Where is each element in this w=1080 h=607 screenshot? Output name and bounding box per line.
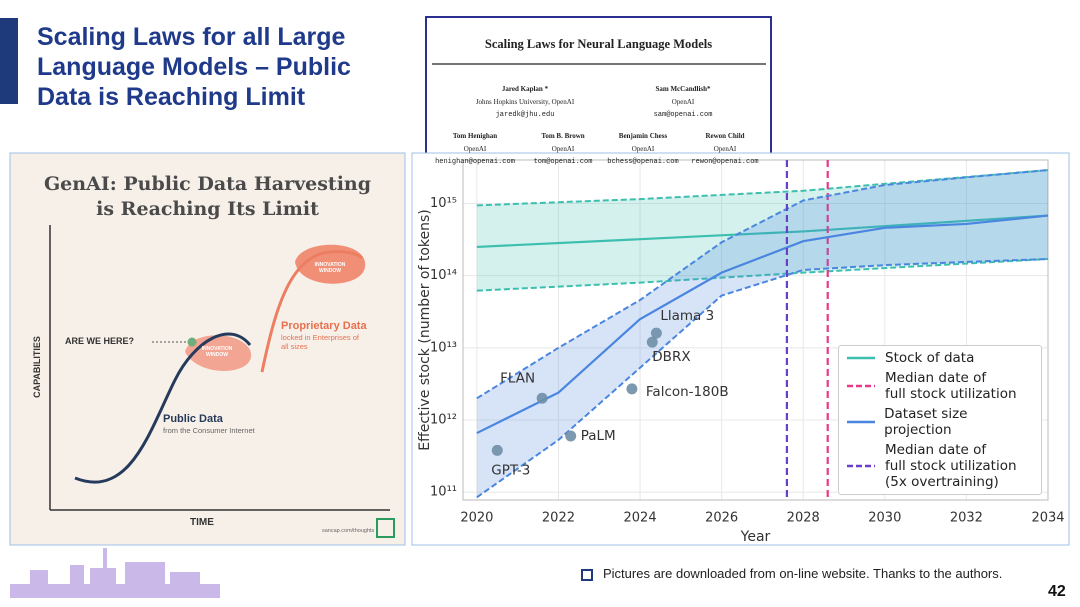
data-point xyxy=(646,336,658,348)
legend-swatch xyxy=(847,356,875,360)
band-fill xyxy=(476,170,1048,291)
author-email: jaredk@jhu.edu xyxy=(495,111,555,119)
point-label: GPT-3 xyxy=(491,462,530,478)
page-number: 42 xyxy=(1048,583,1066,600)
blob xyxy=(295,244,366,284)
author: Tom B. Brown OpenAI tom@openai.com xyxy=(493,130,633,169)
data-point xyxy=(565,430,577,442)
accent-bar xyxy=(0,18,18,104)
data-point xyxy=(650,327,662,339)
legend-swatch xyxy=(847,420,875,424)
public-title: Public Data xyxy=(163,413,223,425)
point-label: DBRX xyxy=(652,349,690,365)
author-name: Tom Henighan xyxy=(452,132,498,140)
band-edge xyxy=(476,258,1049,499)
question: ARE WE HERE? xyxy=(65,336,135,346)
legend-entry: Dataset size projection xyxy=(845,406,1035,438)
infographic-title: GenAI: Public Data Harvesting is Reachin… xyxy=(43,173,372,220)
author: Rewon Child OpenAI rewon@openai.com xyxy=(655,130,795,169)
paper-title: Scaling Laws for Neural Language Models xyxy=(484,37,713,51)
author-email: henighan@openai.com xyxy=(435,158,515,166)
author-affiliation: Johns Hopkins University, OpenAI xyxy=(475,98,575,106)
author-affiliation: OpenAI xyxy=(463,145,487,153)
legend-label: Median date of full stock utilization (5… xyxy=(885,442,1017,490)
author: Jared Kaplan * Johns Hopkins University, … xyxy=(455,83,595,122)
window-label: INNOVATION WINDOW xyxy=(201,346,233,358)
proprietary-subtitle: locked in Enterprises of all sizes xyxy=(281,333,359,351)
x-tick-label: 2024 xyxy=(624,511,657,526)
author-affiliation: OpenAI xyxy=(713,145,737,153)
skyline xyxy=(10,548,220,598)
data-point xyxy=(626,383,638,395)
x-tick-label: 2020 xyxy=(460,511,493,526)
author: Tom Henighan OpenAI henighan@openai.com xyxy=(405,130,545,169)
legend-label: Stock of data xyxy=(885,350,975,366)
legend-entry: Median date of full stock utilization xyxy=(845,370,1035,402)
x-tick-label: 2026 xyxy=(705,511,738,526)
author-name: Tom B. Brown xyxy=(541,132,585,140)
author-affiliation: OpenAI xyxy=(671,98,695,106)
series-line xyxy=(476,214,1049,435)
band-edge xyxy=(476,169,1049,400)
point-label: FLAN xyxy=(500,370,535,386)
y-label: CAPABILITIES xyxy=(32,336,42,398)
x-axis-label: Year xyxy=(740,529,771,545)
proprietary-curve xyxy=(260,250,364,373)
point-label: Falcon-180B xyxy=(646,384,729,400)
public-curve xyxy=(74,332,252,484)
legend-swatch xyxy=(847,464,875,468)
y-tick-label: 10¹⁵ xyxy=(430,196,457,211)
data-point xyxy=(491,444,503,456)
legend-swatch xyxy=(847,384,875,388)
data-point xyxy=(536,392,548,404)
author: Benjamin Chess OpenAI bchess@openai.com xyxy=(573,130,713,169)
x-tick-label: 2032 xyxy=(950,511,983,526)
x-tick-label: 2030 xyxy=(868,511,901,526)
series-line xyxy=(476,214,1049,249)
legend-label: Dataset size projection xyxy=(884,406,968,438)
author-email: bchess@openai.com xyxy=(607,158,679,166)
legend: Stock of data Median date of full stock u… xyxy=(838,345,1042,495)
y-tick-label: 10¹⁴ xyxy=(430,268,457,283)
x-tick-label: 2034 xyxy=(1031,511,1064,526)
legend-entry: Stock of data xyxy=(845,350,1035,366)
author-name: Benjamin Chess xyxy=(618,132,668,140)
bullet xyxy=(581,569,593,581)
logo xyxy=(376,518,395,538)
proprietary-title: Proprietary Data xyxy=(281,320,367,332)
x-label: TIME xyxy=(190,517,214,528)
y-axis-label: Effective stock (number of tokens) xyxy=(417,209,433,451)
point-label: Llama 3 xyxy=(660,308,714,324)
band-edge xyxy=(476,258,1049,292)
footnote: Pictures are downloaded from on-line web… xyxy=(603,566,1003,581)
x-tick-label: 2028 xyxy=(787,511,820,526)
author-name: Jared Kaplan * xyxy=(501,85,549,93)
paper-frame xyxy=(425,16,772,169)
author-email: rewon@openai.com xyxy=(691,158,759,166)
author-name: Sam McCandlish* xyxy=(655,85,711,93)
marker xyxy=(187,337,197,347)
author-affiliation: OpenAI xyxy=(551,145,575,153)
author-email: sam@openai.com xyxy=(653,111,713,119)
slide-title: Scaling Laws for all Large Language Mode… xyxy=(37,23,351,111)
x-tick-label: 2022 xyxy=(542,511,575,526)
author-name: Rewon Child xyxy=(705,132,745,140)
point-label: PaLM xyxy=(581,428,616,444)
legend-entry: Median date of full stock utilization (5… xyxy=(845,442,1035,490)
source: sancap.com/thoughts xyxy=(322,528,375,534)
plot-frame xyxy=(462,159,1049,501)
author: Sam McCandlish* OpenAI sam@openai.com xyxy=(613,83,753,122)
window-label: INNOVATION WINDOW xyxy=(314,262,346,274)
legend-label: Median date of full stock utilization xyxy=(885,370,1017,402)
y-tick-label: 10¹¹ xyxy=(430,485,457,500)
public-subtitle: from the Consumer Internet xyxy=(163,426,255,435)
band-edge xyxy=(476,169,1049,207)
y-tick-label: 10¹² xyxy=(430,413,457,428)
author-email: tom@openai.com xyxy=(533,158,593,166)
band-fill xyxy=(476,170,1048,498)
y-tick-label: 10¹³ xyxy=(430,340,457,355)
author-affiliation: OpenAI xyxy=(631,145,655,153)
